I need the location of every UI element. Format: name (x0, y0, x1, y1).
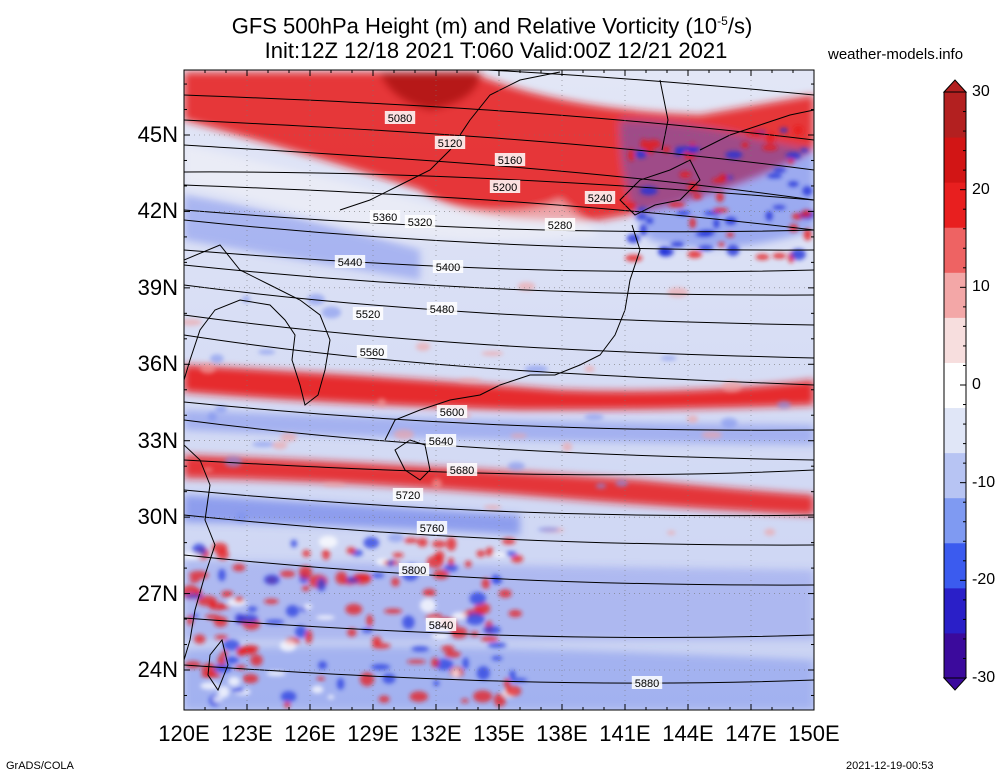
lon-label: 132E (410, 721, 462, 746)
colorbar-swatch (944, 587, 966, 634)
lon-label: 123E (221, 721, 273, 746)
lon-label: 126E (284, 721, 336, 746)
contour-label: 5360 (373, 212, 397, 224)
lat-label: 36N (137, 351, 178, 377)
colorbar-max-arrow (942, 79, 968, 93)
contour-label: 5240 (588, 193, 612, 205)
colorbar-swatch (944, 452, 966, 499)
coastlines (184, 71, 814, 692)
footer-timestamp: 2021-12-19-00:53 (846, 760, 934, 772)
source-site[interactable]: weather-models.info (828, 46, 964, 63)
colorbar-tick: 10 (972, 278, 990, 296)
colorbar-swatch (944, 137, 966, 183)
lat-label: 27N (137, 580, 178, 606)
lon-label: 135E (473, 721, 525, 746)
lat-label: 42N (137, 198, 178, 224)
contour-label: 5440 (338, 257, 362, 269)
colorbar-swatch (944, 317, 966, 363)
lat-label: 45N (137, 122, 178, 147)
colorbar-min-arrow (942, 677, 968, 691)
colorbar-swatch (944, 497, 966, 544)
contour-label: 5840 (429, 620, 453, 632)
contour-label: 5760 (420, 523, 444, 535)
lat-label: 24N (137, 657, 178, 682)
lat-label: 30N (137, 504, 178, 530)
chart-title: GFS 500hPa Height (m) and Relative Vorti… (231, 13, 753, 39)
contour-label: 5680 (450, 465, 474, 477)
colorbar-tick: -20 (972, 571, 996, 589)
lon-label: 129E (347, 721, 399, 746)
contour-label: 5520 (356, 309, 380, 321)
contour-label: 5720 (396, 490, 420, 502)
colorbar-tick: -30 (972, 669, 996, 686)
height-contours (184, 70, 814, 684)
graticule (184, 70, 814, 710)
colorbar-tick: 0 (972, 376, 981, 393)
contour-labels: 5080 5120 5160 5200 5240 5280 5320 5360 5400 5440… (334, 111, 663, 690)
contour-label: 5400 (436, 262, 460, 274)
colorbar-swatch (944, 542, 966, 589)
contour-label: 5160 (498, 155, 522, 167)
vorticity-speckle (184, 125, 814, 708)
colorbar-swatch (944, 92, 966, 138)
lon-label: 144E (662, 721, 714, 746)
lat-label: 33N (137, 427, 178, 453)
contour-label: 5280 (548, 220, 572, 232)
lon-label: 138E (536, 721, 588, 746)
colorbar-swatch (944, 407, 966, 454)
lon-label: 141E (599, 721, 651, 746)
contour-label: 5320 (408, 217, 432, 229)
contour-label: 5200 (493, 182, 517, 194)
contour-label: 5080 (388, 113, 412, 125)
contour-label: 5560 (360, 347, 384, 359)
footer-software: GrADS/COLA (6, 760, 74, 772)
contour-label: 5480 (430, 304, 454, 316)
colorbar-swatch (944, 362, 966, 409)
lon-label: 147E (725, 721, 777, 746)
colorbar-swatch (944, 227, 966, 273)
contour-label: 5880 (635, 678, 659, 690)
contour-label: 5600 (440, 407, 464, 419)
colorbar-swatch (944, 272, 966, 318)
lon-label: 120E (158, 721, 210, 746)
lat-label: 39N (137, 274, 178, 300)
lon-label: 150E (788, 721, 840, 746)
contour-label: 5640 (429, 436, 453, 448)
contour-label: 5800 (402, 565, 426, 577)
colorbar-tick: 20 (972, 180, 990, 198)
colorbar-tick: -10 (972, 473, 996, 491)
contour-label: 5120 (438, 138, 462, 150)
colorbar-swatch (944, 632, 966, 679)
colorbar-tick: 30 (972, 83, 990, 100)
axis-ticks (183, 70, 815, 710)
chart-subtitle: Init:12Z 12/18 2021 T:060 Valid:00Z 12/2… (264, 38, 728, 63)
colorbar-swatch (944, 182, 966, 228)
